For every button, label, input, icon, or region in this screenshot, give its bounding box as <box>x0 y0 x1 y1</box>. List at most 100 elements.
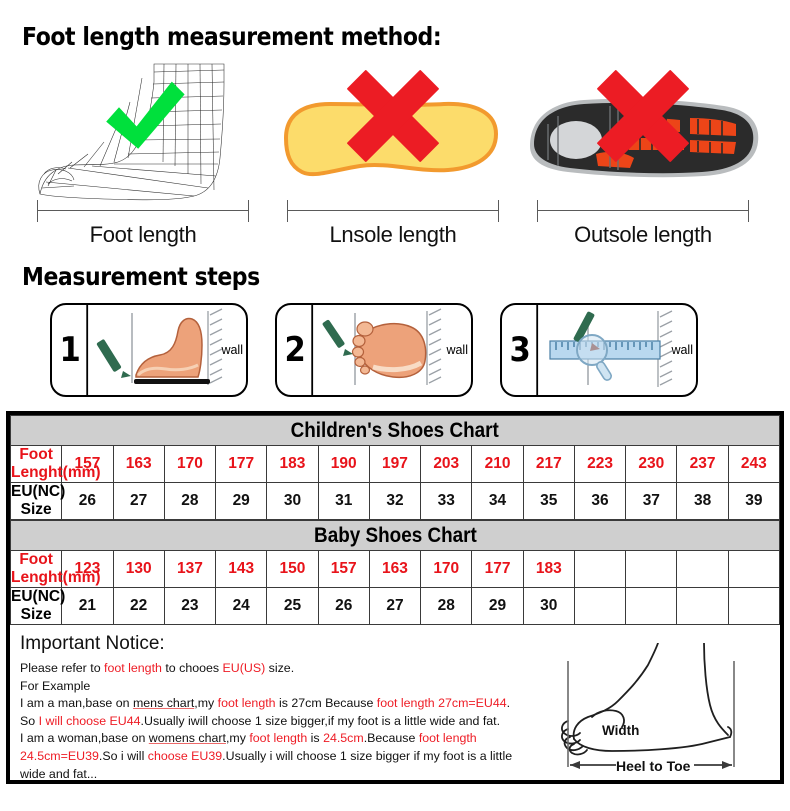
table-cell: 31 <box>317 482 370 520</box>
table-cell: 203 <box>420 445 473 483</box>
table-cell: 22 <box>112 587 165 625</box>
table-cell <box>625 550 678 588</box>
table-cell: 30 <box>522 587 575 625</box>
table-cell: 35 <box>522 482 575 520</box>
table-cell: 163 <box>368 550 422 588</box>
table-cell: 210 <box>471 445 524 483</box>
step-box-3: 3 <box>500 303 698 397</box>
table-cell: 150 <box>266 550 319 588</box>
table-cell: 29 <box>471 587 524 625</box>
table-cell: 217 <box>522 445 575 483</box>
table-cell: 197 <box>368 445 422 483</box>
notice-line: I am a man,base on mens chart,my foot le… <box>20 696 511 711</box>
foot-measure-diagram: Width Heel to Toe <box>554 643 766 793</box>
step-number: 1 <box>54 305 89 395</box>
table-cell: 170 <box>420 550 473 588</box>
insole-illustration <box>268 62 518 210</box>
table-cell: 26 <box>61 482 114 520</box>
heel-to-toe-label: Heel to Toe <box>616 758 691 774</box>
chart-title-row: Children's Shoes Chart <box>10 415 780 446</box>
table-cell: 237 <box>676 445 729 483</box>
steps-title: Measurement steps <box>22 262 260 291</box>
table-cell: 26 <box>317 587 370 625</box>
notice-line: I am a woman,base on womens chart,my foo… <box>20 731 477 746</box>
table-cell: 243 <box>727 445 781 483</box>
chart-title-row: Baby Shoes Chart <box>10 520 780 551</box>
table-cell: 28 <box>420 587 473 625</box>
outsole-length-bracket: Outsole length <box>537 200 749 248</box>
table-cell: 24 <box>215 587 268 625</box>
red-cross-icon <box>595 68 691 164</box>
row-header: Foot Lenght(mm) <box>9 445 101 483</box>
table-cell: 170 <box>163 445 217 483</box>
step-2-illustration: wall <box>315 305 471 395</box>
table-cell: 34 <box>471 482 524 520</box>
table-cell <box>573 587 627 625</box>
notice-title: Important Notice: <box>20 633 165 654</box>
table-cell <box>676 587 729 625</box>
table-cell <box>625 587 678 625</box>
notice-line: Please refer to foot length to chooes EU… <box>20 661 295 675</box>
table-cell <box>573 550 627 588</box>
table-cell: 123 <box>61 550 114 588</box>
table-cell: 25 <box>266 587 319 625</box>
baby-shoes-chart: Baby Shoes Chart Foot Lenght(mm) 123 130 137… <box>9 520 781 625</box>
table-row: EU(NC) Size 26 27 28 29 30 31 32 33 34 35 36 37 38 39 <box>9 482 781 520</box>
table-cell: 37 <box>625 482 678 520</box>
children-shoes-chart: Children's Shoes Chart Foot Lenght(mm) 157… <box>9 415 781 520</box>
step-1-illustration: wall <box>90 305 246 395</box>
measurement-steps-row: 1 wall 2 <box>50 303 750 397</box>
method-comparison-row: Foot length Lnsole length <box>18 58 772 248</box>
mesh-foot-illustration <box>18 62 268 210</box>
table-cell: 39 <box>727 482 781 520</box>
row-header: Foot Lenght(mm) <box>9 550 101 588</box>
method-caption: Foot length <box>89 222 197 247</box>
step-box-1: 1 wall <box>50 303 248 397</box>
outsole-illustration <box>518 62 768 210</box>
notice-line: wide and fat... <box>20 766 98 781</box>
table-cell: 130 <box>112 550 165 588</box>
row-header: EU(NC) Size <box>9 482 66 520</box>
notice-line: So I will choose EU44.Usually iwill choo… <box>20 713 501 728</box>
bracket-line <box>37 200 249 222</box>
table-cell: 36 <box>573 482 627 520</box>
table-cell: 137 <box>163 550 217 588</box>
green-check-icon <box>106 81 185 149</box>
page-title: Foot length measurement method: <box>22 22 442 51</box>
size-chart-block: Children's Shoes Chart Foot Lenght(mm) 157… <box>6 411 784 784</box>
table-cell: 157 <box>61 445 114 483</box>
table-cell: 29 <box>215 482 268 520</box>
table-cell: 223 <box>573 445 627 483</box>
step-number: 3 <box>504 305 539 395</box>
row-header: EU(NC) Size <box>9 587 66 625</box>
table-cell: 23 <box>163 587 217 625</box>
table-cell <box>727 587 781 625</box>
chart-title: Baby Shoes Chart <box>10 520 780 551</box>
table-cell: 183 <box>266 445 319 483</box>
step-3-illustration: wall <box>540 305 696 395</box>
table-cell: 32 <box>368 482 422 520</box>
table-row: Foot Lenght(mm) 157 163 170 177 183 190 197 203 2… <box>9 445 781 483</box>
table-cell: 28 <box>163 482 217 520</box>
wall-label: wall <box>446 343 468 357</box>
notice-body: Please refer to foot length to chooes EU… <box>20 660 780 783</box>
table-cell: 177 <box>215 445 268 483</box>
table-row: EU(NC) Size 21 22 23 24 25 26 27 28 29 30 <box>9 587 781 625</box>
table-cell <box>727 550 781 588</box>
method-caption: Outsole length <box>574 222 712 247</box>
table-cell: 38 <box>676 482 729 520</box>
step-box-2: 2 <box>275 303 473 397</box>
method-cell-foot-length: Foot length <box>18 58 268 248</box>
table-cell: 33 <box>420 482 473 520</box>
table-cell: 183 <box>522 550 575 588</box>
foot-length-bracket: Foot length <box>37 200 249 248</box>
important-notice: Important Notice: Please refer to foot l… <box>10 625 780 811</box>
table-cell: 230 <box>625 445 678 483</box>
table-cell: 177 <box>471 550 524 588</box>
table-cell: 27 <box>112 482 165 520</box>
notice-line: 24.5cm=EU39.So i will choose EU39.Usuall… <box>20 748 513 763</box>
table-cell: 27 <box>368 587 422 625</box>
wall-label: wall <box>221 343 243 357</box>
table-cell: 21 <box>61 587 114 625</box>
table-cell: 190 <box>317 445 370 483</box>
